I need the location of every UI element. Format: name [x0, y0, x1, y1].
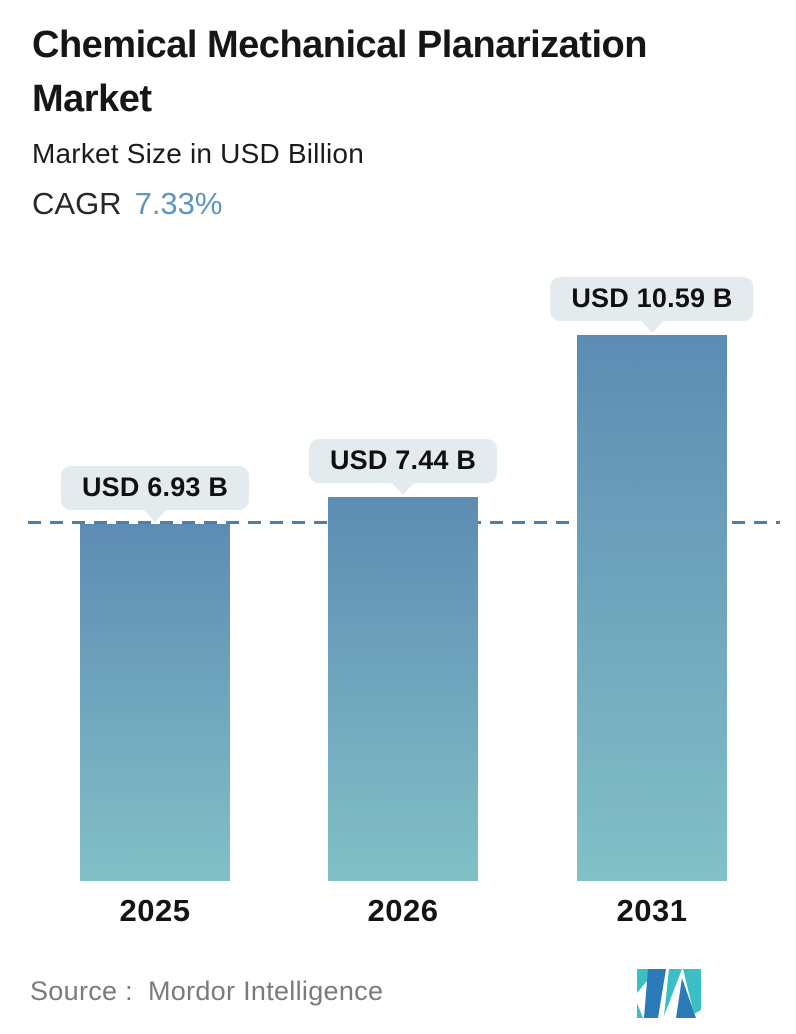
x-axis-label-2026: 2026 [367, 893, 439, 928]
tooltip-pointer-icon [640, 320, 664, 333]
logo-shape-teal-middle [664, 969, 682, 1016]
source-attribution: Source : Mordor Intelligence [30, 976, 383, 1007]
bar-2026[interactable] [328, 497, 478, 881]
chart-title: Chemical Mechanical Planarization Market [32, 24, 647, 120]
x-axis-label-2031: 2031 [616, 893, 688, 928]
logo-shape-blue-rightleg [676, 978, 696, 1018]
bar-2031[interactable] [577, 335, 727, 881]
value-tooltip-2025: USD 6.93 B [60, 466, 250, 522]
x-axis-label-2025: 2025 [119, 893, 191, 928]
tooltip-pointer-icon [391, 482, 415, 495]
cagr-value: 7.33% [134, 186, 223, 221]
cagr-row: CAGR 7.33% [32, 186, 222, 222]
source-value: Mordor Intelligence [147, 976, 384, 1006]
logo-shape-teal-botleft [637, 1003, 643, 1018]
value-tooltip-2031: USD 10.59 B [550, 277, 754, 333]
mordor-intelligence-logo [637, 969, 701, 1018]
cagr-label: CAGR [32, 186, 122, 221]
logo-shape-blue-leftleg [644, 969, 666, 1018]
logo-shape-teal-right [683, 969, 701, 1014]
bar-2025[interactable] [80, 524, 230, 881]
value-tooltip-label: USD 6.93 B [60, 466, 250, 510]
chart-subtitle: Market Size in USD Billion [32, 138, 364, 169]
value-tooltip-label: USD 7.44 B [308, 439, 498, 483]
tooltip-pointer-icon [143, 509, 167, 522]
value-tooltip-2026: USD 7.44 B [308, 439, 498, 495]
source-label: Source : [30, 976, 133, 1006]
value-tooltip-label: USD 10.59 B [550, 277, 754, 321]
